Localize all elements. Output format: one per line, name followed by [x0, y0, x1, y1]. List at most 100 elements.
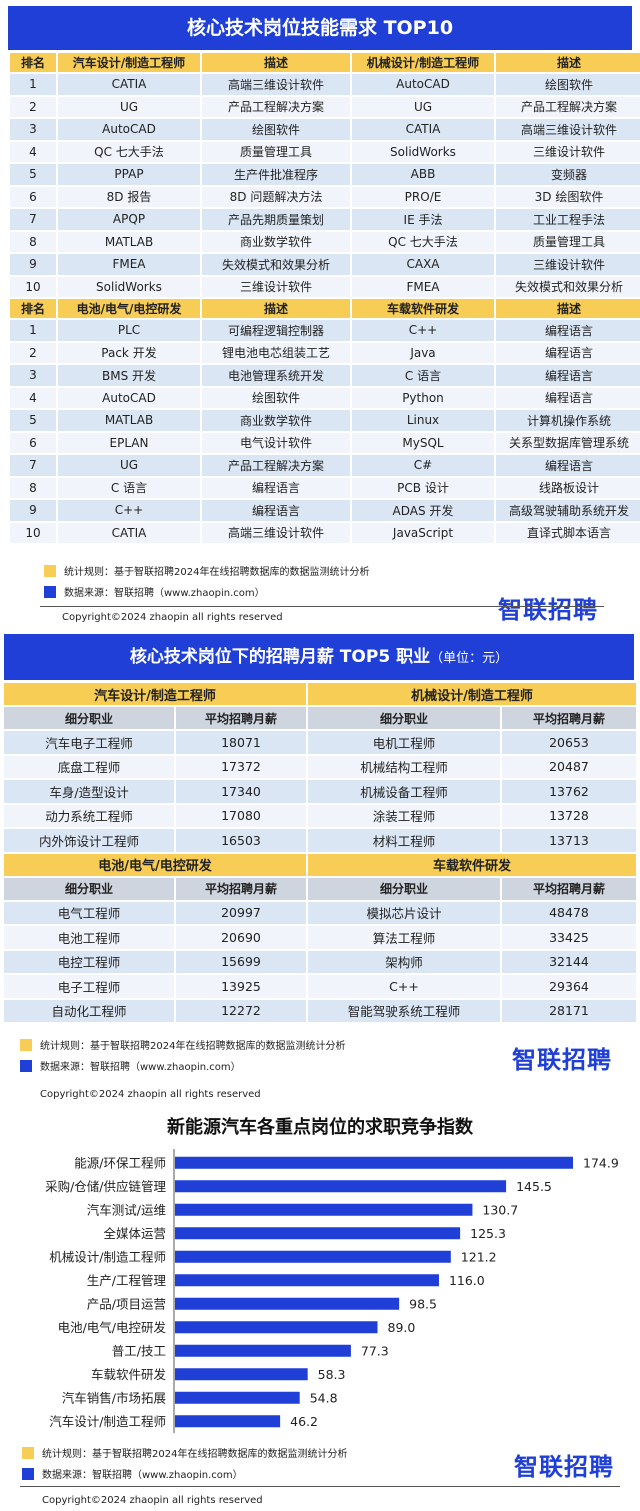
table-cell: 直译式脚本语言 [496, 522, 640, 543]
table-cell: 9 [10, 254, 56, 275]
salary-cell: 28171 [502, 999, 636, 1022]
table-cell: 编程语言 [496, 342, 640, 363]
table-cell: 1 [10, 74, 56, 95]
table-cell: 产品工程解决方案 [202, 455, 350, 476]
table-cell: 7 [10, 455, 56, 476]
value-label: 145.5 [516, 1179, 552, 1194]
group-auto-design: 汽车设计/制造工程师 [4, 683, 306, 705]
value-label: 174.9 [583, 1155, 619, 1170]
table-cell: C++ [58, 500, 200, 521]
bar [175, 1274, 439, 1287]
table-cell: CAXA [352, 254, 494, 275]
salary-cell: 17372 [176, 755, 306, 778]
table-cell: 绘图软件 [202, 387, 350, 408]
bar [175, 1391, 300, 1404]
blue-square-icon [20, 1059, 32, 1072]
legend-source-3: 数据来源：智联招聘（www.zhaopin.com） [22, 1466, 243, 1481]
skills-header-cell: 汽车设计/制造工程师 [58, 53, 200, 72]
col-job-4: 细分职业 [308, 877, 500, 900]
category-label: 车载软件研发 [91, 1367, 167, 1382]
value-label: 116.0 [449, 1273, 485, 1288]
table-cell: 高端三维设计软件 [202, 74, 350, 95]
table-row: 6 EPLAN 电气设计软件 MySQL 关系型数据库管理系统 [10, 432, 640, 453]
zhaopin-logo-3: 智联招聘 [514, 1453, 614, 1481]
table-cell: MATLAB [58, 231, 200, 252]
job-cell: 电池工程师 [4, 926, 174, 949]
value-label: 121.2 [461, 1249, 497, 1264]
table-row: 9 FMEA 失效模式和效果分析 CAXA 三维设计软件 [10, 254, 640, 275]
salary-table: 汽车设计/制造工程师 机械设计/制造工程师 细分职业 平均招聘月薪 细分职业 平… [2, 681, 638, 1024]
table-row: 7 UG 产品工程解决方案 C# 编程语言 [10, 455, 640, 476]
job-cell: 汽车电子工程师 [4, 731, 174, 754]
table-row: 4 AutoCAD 绘图软件 Python 编程语言 [10, 387, 640, 408]
table-row: 7 APQP 产品先期质量策划 IE 手法 工业工程手法 [10, 209, 640, 230]
skills-header-cell: 描述 [496, 53, 640, 72]
salary-cell: 32144 [502, 950, 636, 973]
skills-header-cell: 车载软件研发 [352, 299, 494, 318]
table-cell: 7 [10, 209, 56, 230]
category-label: 全媒体运营 [103, 1226, 166, 1241]
col-job-2: 细分职业 [308, 707, 500, 729]
skills-header-cell: 描述 [202, 299, 350, 318]
salary-title: 核心技术岗位下的招聘月薪 TOP5 职业 [129, 647, 431, 667]
skills-header-cell: 描述 [496, 299, 640, 318]
category-label: 产品/项目运营 [87, 1296, 166, 1311]
bar [175, 1203, 473, 1216]
table-cell: 商业数学软件 [202, 231, 350, 252]
table-cell: 8 [10, 477, 56, 498]
table-cell: 5 [10, 164, 56, 185]
category-label: 采购/仓储/供应链管理 [45, 1179, 166, 1194]
table-cell: FMEA [352, 276, 494, 297]
table-row: 内外饰设计工程师 16503 材料工程师 13713 [4, 829, 636, 852]
table-cell: 绘图软件 [202, 119, 350, 140]
table-cell: CATIA [58, 522, 200, 543]
category-label: 电池/电气/电控研发 [58, 1320, 167, 1335]
value-label: 89.0 [388, 1320, 416, 1335]
bar [175, 1297, 400, 1310]
yellow-square-icon [20, 1038, 32, 1051]
skills-header-cell: 排名 [10, 53, 56, 72]
legend-rule-3: 统计规则：基于智联招聘2024年在线招聘数据库的数据监测统计分析 [22, 1445, 347, 1460]
table-cell: QC 七大手法 [352, 231, 494, 252]
table-row: 电气工程师 20997 模拟芯片设计 48478 [4, 901, 636, 924]
job-cell: 电子工程师 [4, 975, 174, 998]
salary-cell: 20653 [502, 731, 636, 754]
skills-header-row: 排名 电池/电气/电控研发 描述 车载软件研发 描述 [10, 299, 640, 318]
table-cell: 计算机操作系统 [496, 410, 640, 431]
salary-cell: 48478 [502, 901, 636, 924]
table-cell: PPAP [58, 164, 200, 185]
bar [175, 1156, 573, 1169]
table-row: 自动化工程师 12272 智能驾驶系统工程师 28171 [4, 999, 636, 1022]
legend-rule-2: 统计规则：基于智联招聘2024年在线招聘数据库的数据监测统计分析 [20, 1037, 345, 1052]
table-cell: C# [352, 455, 494, 476]
col-salary-3: 平均招聘月薪 [176, 877, 306, 900]
bar [175, 1415, 281, 1428]
value-label: 46.2 [290, 1414, 318, 1429]
category-label: 汽车销售/市场拓展 [62, 1390, 166, 1405]
table-cell: ADAS 开发 [352, 500, 494, 521]
skills-title-bar: 核心技术岗位技能需求 TOP10 [8, 6, 632, 50]
table-cell: 5 [10, 410, 56, 431]
salary-table-container: 汽车设计/制造工程师 机械设计/制造工程师 细分职业 平均招聘月薪 细分职业 平… [2, 681, 638, 1024]
value-label: 98.5 [409, 1296, 437, 1311]
table-row: 1 CATIA 高端三维设计软件 AutoCAD 绘图软件 [10, 74, 640, 95]
table-cell: APQP [58, 209, 200, 230]
salary-cell: 18071 [176, 731, 306, 754]
salary-cell: 16503 [176, 829, 306, 852]
table-cell: 3 [10, 365, 56, 386]
table-row: 3 AutoCAD 绘图软件 CATIA 高端三维设计软件 [10, 119, 640, 140]
table-cell: 失效模式和效果分析 [202, 254, 350, 275]
job-cell: 自动化工程师 [4, 999, 174, 1022]
col-job-1: 细分职业 [4, 707, 174, 729]
job-cell: 动力系统工程师 [4, 804, 174, 827]
salary-cell: 20487 [502, 755, 636, 778]
bar [175, 1344, 351, 1357]
table-cell: SolidWorks [352, 141, 494, 162]
table-row: 10 CATIA 高端三维设计软件 JavaScript 直译式脚本语言 [10, 522, 640, 543]
skills-header-cell: 电池/电气/电控研发 [58, 299, 200, 318]
job-cell: 车身/造型设计 [4, 780, 174, 803]
skills-header-row: 排名 汽车设计/制造工程师 描述 机械设计/制造工程师 描述 [10, 53, 640, 72]
salary-cell: 20997 [176, 901, 306, 924]
table-row: 9 C++ 编程语言 ADAS 开发 高级驾驶辅助系统开发 [10, 500, 640, 521]
competition-bar-chart: 能源/环保工程师 174.9 采购/仓储/供应链管理 145.5 汽车测试/运维 130.… [45, 1149, 619, 1433]
